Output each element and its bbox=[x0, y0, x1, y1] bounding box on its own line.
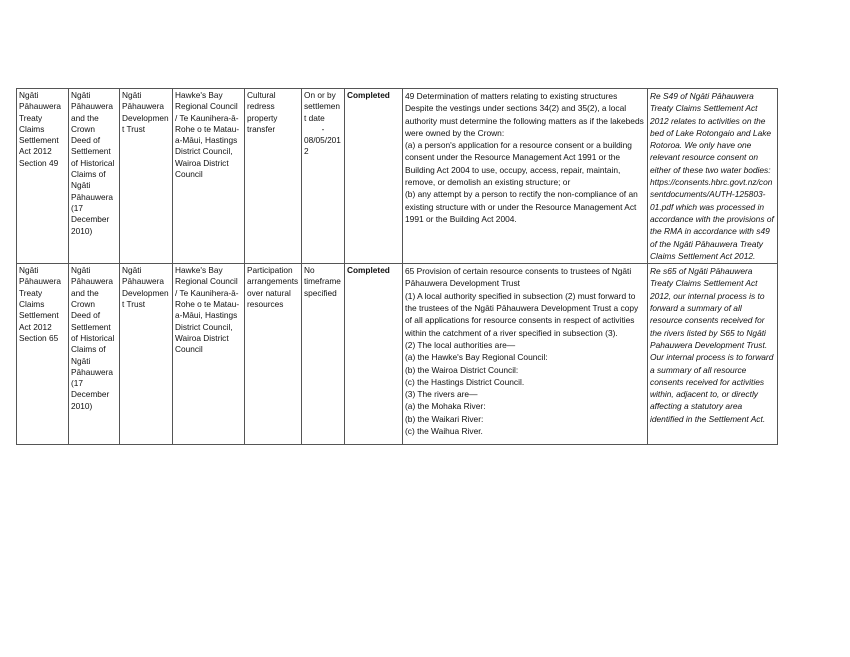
status-cell: Completed bbox=[344, 263, 403, 446]
timeframe-line: No timeframe specified bbox=[304, 265, 344, 298]
timeframe-line: On or by settlement date bbox=[304, 90, 340, 123]
settlement-obligations-table: Ngāti Pāhauwera Treaty Claims Settlement… bbox=[16, 87, 778, 446]
provision-line: (c) the Hastings District Council. bbox=[405, 376, 525, 387]
entity-cell: Ngāti Pāhauwera Development Trust bbox=[119, 263, 173, 446]
provision-cell: 65 Provision of certain resource consent… bbox=[402, 263, 648, 446]
legislation-cell: Ngāti Pāhauwera Treaty Claims Settlement… bbox=[16, 87, 69, 265]
timeframe-date: 08/05/2012 bbox=[304, 135, 341, 157]
provision-line: (b) the Waikari River: bbox=[405, 413, 484, 424]
provision-line: (c) the Waihua River. bbox=[405, 426, 483, 437]
provision-line: (a) a person's application for a resourc… bbox=[405, 140, 635, 188]
provision-line: Despite the vestings under sections 34(2… bbox=[405, 103, 647, 138]
table-row: Ngāti Pāhauwera Treaty Claims Settlement… bbox=[16, 263, 778, 446]
deed-cell: Ngāti Pāhauwera and the Crown Deed of Se… bbox=[68, 263, 120, 446]
provision-line: (2) The local authorities are— bbox=[405, 339, 516, 350]
type-cell: Participation arrangements over natural … bbox=[244, 263, 302, 446]
note-cell: Re s65 of Ngāti Pāhauwera Treaty Claims … bbox=[647, 263, 778, 446]
timeframe-cell: No timeframe specified bbox=[301, 263, 345, 446]
provision-line: (a) the Hawke's Bay Regional Council: bbox=[405, 352, 548, 363]
deed-cell: Ngāti Pāhauwera and the Crown Deed of Se… bbox=[68, 87, 120, 265]
councils-cell: Hawke's Bay Regional Council / Te Kaunih… bbox=[172, 87, 245, 265]
note-cell: Re S49 of Ngāti Pāhauwera Treaty Claims … bbox=[647, 87, 778, 265]
table-row: Ngāti Pāhauwera Treaty Claims Settlement… bbox=[16, 87, 778, 265]
provision-line: (a) the Mohaka River: bbox=[405, 401, 486, 412]
entity-cell: Ngāti Pāhauwera Development Trust bbox=[119, 87, 173, 265]
provision-line: (b) the Wairoa District Council: bbox=[405, 364, 519, 375]
type-cell: Cultural redress property transfer bbox=[244, 87, 302, 265]
provision-line: (3) The rivers are— bbox=[405, 389, 478, 400]
councils-cell: Hawke's Bay Regional Council / Te Kaunih… bbox=[172, 263, 245, 446]
provision-line: (b) any attempt by a person to rectify t… bbox=[405, 189, 641, 224]
timeframe-separator: - bbox=[321, 123, 325, 134]
provision-line: 65 Provision of certain resource consent… bbox=[405, 266, 634, 289]
legislation-cell: Ngāti Pāhauwera Treaty Claims Settlement… bbox=[16, 263, 69, 446]
timeframe-cell: On or by settlement date - 08/05/2012 bbox=[301, 87, 345, 265]
provision-cell: 49 Determination of matters relating to … bbox=[402, 87, 648, 265]
provision-line: (1) A local authority specified in subse… bbox=[405, 290, 641, 338]
provision-line: 49 Determination of matters relating to … bbox=[405, 91, 618, 101]
status-cell: Completed bbox=[344, 87, 403, 265]
